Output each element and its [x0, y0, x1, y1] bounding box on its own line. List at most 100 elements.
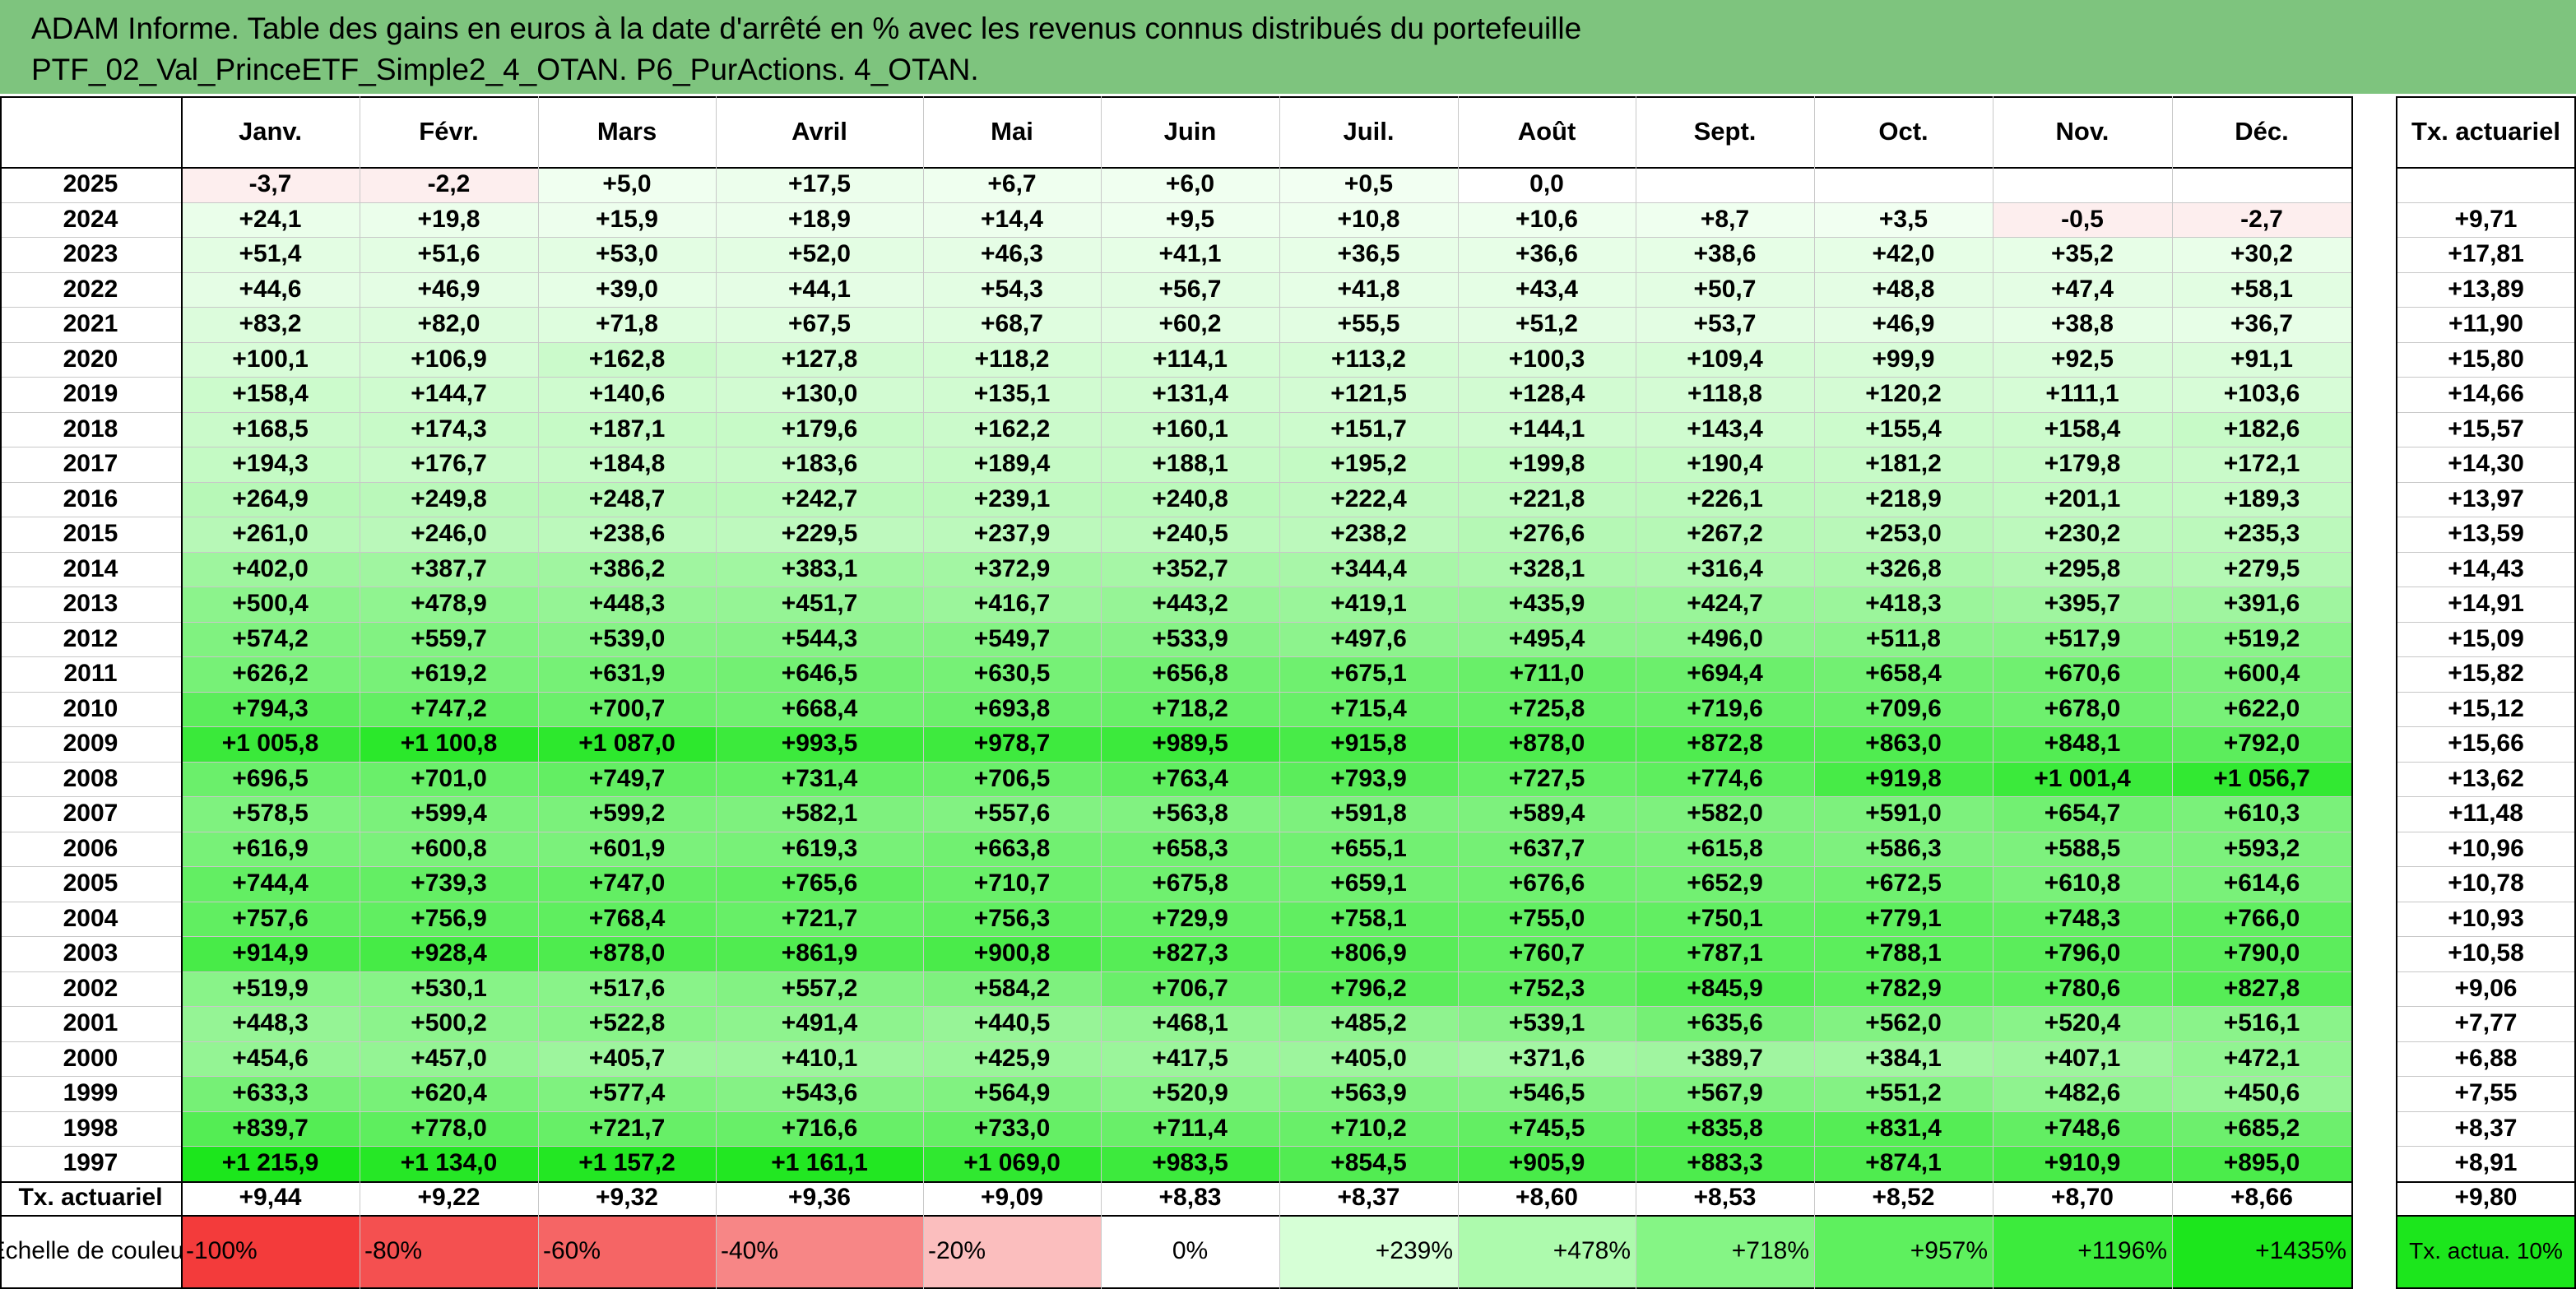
table-cell: +383,1: [716, 551, 923, 587]
grid-line: [2396, 411, 2576, 413]
table-cell: +424,7: [1636, 587, 1814, 622]
table-cell: +67,5: [716, 307, 923, 342]
rate-cell: +14,43: [2448, 554, 2524, 582]
row-label-year: 2011: [63, 660, 118, 688]
table-cell: +111,1: [1993, 377, 2172, 412]
table-cell: +878,0: [538, 936, 716, 971]
table-cell: +3,5: [1814, 202, 1993, 237]
rate-cell: [2396, 167, 2576, 202]
table-cell: +100,3: [1458, 341, 1636, 377]
grid-line: [2396, 1041, 2576, 1042]
rate-cell: +11,48: [2448, 800, 2523, 828]
row-label-year: 2020: [63, 345, 118, 373]
table-cell: +749,7: [538, 761, 716, 796]
column-header-5: Juin: [1163, 117, 1217, 146]
grid-line: [0, 96, 2351, 98]
grid-line: [923, 96, 924, 1289]
table-cell: +827,8: [2172, 971, 2351, 1006]
table-cell: +779,1: [1814, 901, 1993, 936]
table-cell: +47,4: [1993, 271, 2172, 307]
table-cell: +727,5: [1458, 761, 1636, 796]
table-cell: +633,3: [181, 1076, 360, 1111]
rate-cell: +13,89: [2448, 275, 2524, 303]
rate-cell: +15,80: [2448, 345, 2524, 373]
table-cell: +721,7: [716, 901, 923, 936]
grid-line: [2396, 1006, 2576, 1007]
row-label-year: 1997: [63, 1149, 118, 1177]
table-cell: +190,4: [1636, 447, 1814, 482]
table-cell: +668,4: [716, 691, 923, 726]
table-cell: +1 056,7: [2172, 761, 2351, 796]
rate-row-cell: +9,09: [981, 1184, 1043, 1211]
row-label-year: 2012: [63, 624, 118, 652]
table-cell: +739,3: [360, 866, 538, 902]
table-cell: +756,3: [923, 901, 1101, 936]
column-header-7: Août: [1517, 117, 1576, 146]
table-cell: +601,9: [538, 831, 716, 866]
color-scale-step: +957%: [1814, 1214, 1993, 1287]
table-cell: +582,0: [1636, 796, 1814, 832]
grid-line: [2351, 96, 2353, 1289]
table-cell: +82,0: [360, 307, 538, 342]
table-cell: +757,6: [181, 901, 360, 936]
table-cell: +155,4: [1814, 411, 1993, 447]
table-cell: +900,8: [923, 936, 1101, 971]
table-cell: +874,1: [1814, 1146, 1993, 1181]
table-cell: +774,6: [1636, 761, 1814, 796]
table-cell: +567,9: [1636, 1076, 1814, 1111]
table-cell: +54,3: [923, 271, 1101, 307]
table-cell: +790,0: [2172, 936, 2351, 971]
table-cell: +405,7: [538, 1041, 716, 1076]
table-cell: +574,2: [181, 621, 360, 656]
color-scale-step: -40%: [716, 1214, 923, 1287]
table-cell: +637,7: [1458, 831, 1636, 866]
table-cell: +588,5: [1993, 831, 2172, 866]
rate-row-cell: +9,22: [417, 1184, 480, 1211]
table-cell: +10,6: [1458, 202, 1636, 237]
table-cell: +43,4: [1458, 271, 1636, 307]
table-cell: +758,1: [1279, 901, 1458, 936]
row-label-year: 2005: [63, 869, 118, 897]
table-cell: +18,9: [716, 202, 923, 237]
table-cell: +725,8: [1458, 691, 1636, 726]
table-cell: +100,1: [181, 341, 360, 377]
table-cell: +448,3: [181, 1006, 360, 1041]
table-cell: +787,1: [1636, 936, 1814, 971]
table-cell: +835,8: [1636, 1110, 1814, 1146]
row-label-year: 2021: [63, 310, 118, 338]
grid-line: [0, 96, 2, 1289]
table-cell: +719,6: [1636, 691, 1814, 726]
color-scale-step: 0%: [1101, 1214, 1279, 1287]
table-cell: +386,2: [538, 551, 716, 587]
table-cell: +796,2: [1279, 971, 1458, 1006]
table-cell: +631,9: [538, 656, 716, 692]
table-cell: +1 100,8: [360, 726, 538, 762]
row-label-year: 2001: [63, 1009, 118, 1037]
grid-line: [2396, 1076, 2576, 1077]
table-cell: +516,1: [2172, 1006, 2351, 1041]
grid-line: [716, 96, 717, 1289]
grid-line: [0, 1110, 2351, 1112]
table-cell: +402,0: [181, 551, 360, 587]
table-cell: +407,1: [1993, 1041, 2172, 1076]
grid-line: [2396, 481, 2576, 483]
table-cell: +103,6: [2172, 377, 2351, 412]
color-scale-step: -80%: [360, 1214, 538, 1287]
table-cell: +24,1: [181, 202, 360, 237]
row-label-year: 1998: [63, 1114, 118, 1142]
table-cell: +140,6: [538, 377, 716, 412]
table-cell: +694,4: [1636, 656, 1814, 692]
table-cell: -0,5: [1993, 202, 2172, 237]
color-scale-step: +239%: [1279, 1214, 1458, 1287]
table-cell: +591,0: [1814, 796, 1993, 832]
table-cell: +482,6: [1993, 1076, 2172, 1111]
table-cell: +457,0: [360, 1041, 538, 1076]
table-cell: +1 069,0: [923, 1146, 1101, 1181]
table-cell: +276,6: [1458, 517, 1636, 552]
grid-line: [2172, 96, 2173, 1289]
rate-cell: +10,58: [2448, 939, 2524, 967]
rate-row-cell: +8,52: [1872, 1184, 1935, 1211]
table-cell: +468,1: [1101, 1006, 1279, 1041]
table-cell: +656,8: [1101, 656, 1279, 692]
grid-line: [0, 307, 2351, 308]
